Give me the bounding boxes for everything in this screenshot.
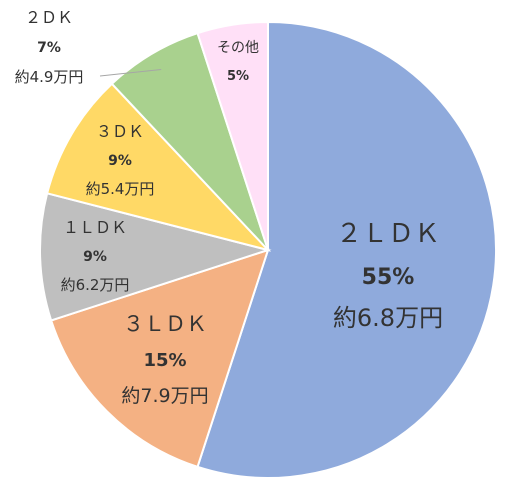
label-3dk-name: ３ＤＫ: [96, 122, 144, 141]
label-2ldk-value: 約6.8万円: [333, 304, 443, 332]
label-2dk: ２ＤＫ 7% 約4.9万円: [15, 8, 84, 86]
label-2ldk-percent: 55%: [362, 265, 415, 290]
label-2dk-percent: 7%: [37, 40, 61, 56]
pie-slice-2ldk: [196, 20, 497, 479]
label-1ldk-percent: 9%: [83, 249, 107, 265]
label-3ldk-value: 約7.9万円: [121, 385, 208, 407]
label-3dk: ３ＤＫ 9% 約5.4万円: [86, 122, 155, 198]
label-1ldk: １ＬＤＫ 9% 約6.2万円: [61, 218, 130, 294]
label-3ldk: ３ＬＤＫ 15% 約7.9万円: [121, 312, 208, 407]
label-3ldk-name: ３ＬＤＫ: [123, 312, 207, 336]
pie-slice-1ldk: [39, 192, 272, 322]
label-2dk-name: ２ＤＫ: [25, 8, 73, 27]
label-other-percent: 5%: [227, 69, 249, 84]
label-other-name: その他: [217, 40, 259, 56]
pie-slices: [39, 20, 497, 479]
pie-slice-other: [196, 20, 269, 251]
pie-slice-3ldk: [49, 248, 270, 469]
label-1ldk-name: １ＬＤＫ: [63, 218, 127, 237]
label-1ldk-value: 約6.2万円: [61, 276, 130, 294]
leader-line-2dk: [99, 68, 162, 77]
label-3ldk-percent: 15%: [143, 350, 186, 371]
label-2dk-value: 約4.9万円: [15, 68, 84, 86]
label-3dk-value: 約5.4万円: [86, 180, 155, 198]
label-2ldk: ２ＬＤＫ 55% 約6.8万円: [333, 219, 443, 332]
pie-slice-3dk: [45, 82, 272, 252]
label-2ldk-name: ２ＬＤＫ: [336, 219, 440, 249]
label-other: その他 5%: [217, 40, 259, 84]
label-3dk-percent: 9%: [108, 153, 132, 169]
